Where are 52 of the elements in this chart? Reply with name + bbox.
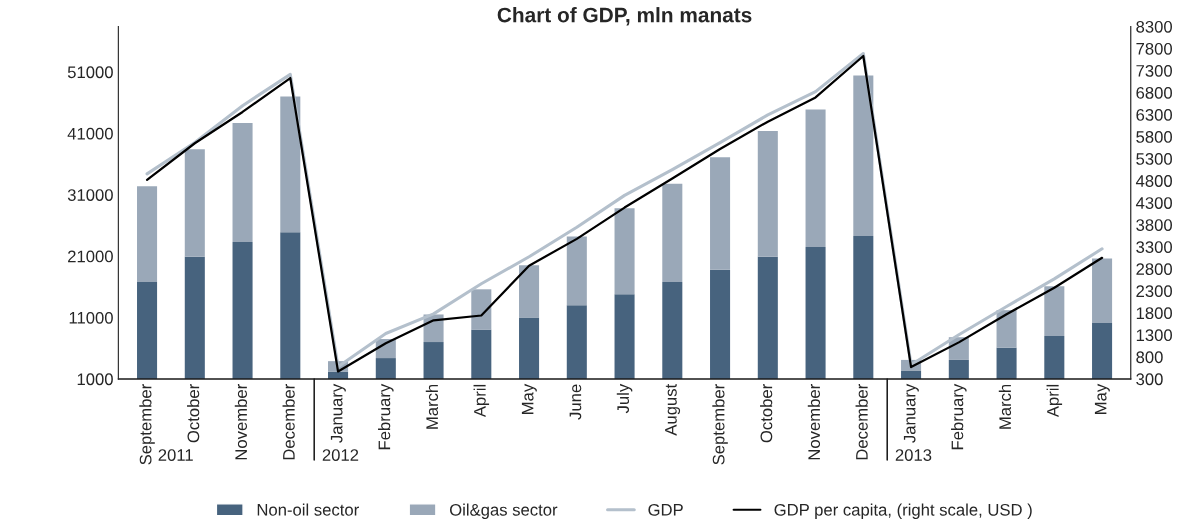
x-tick-label: January: [903, 383, 919, 443]
y-tick-label: 51000: [67, 66, 113, 79]
x-tick-label: November: [234, 384, 248, 460]
y2-tick-label: 5800: [1136, 131, 1173, 143]
y2-tick-label: 4300: [1135, 197, 1173, 209]
x-tick-label: May: [521, 383, 537, 414]
x-tick-label: November: [807, 384, 821, 460]
x-tick-label: February: [378, 383, 394, 450]
x-tick-label: June: [569, 384, 582, 420]
y2-tick-label: 6300: [1136, 109, 1173, 121]
text: 2012: [322, 449, 359, 461]
y-tick-label: 41000: [67, 127, 113, 140]
x-tick-label: May: [1094, 383, 1110, 414]
x-tick-label: April: [473, 384, 490, 418]
y2-tick-label: 800: [1136, 351, 1163, 364]
x-tick-label: March: [998, 384, 1012, 429]
text: 2011: [158, 449, 193, 461]
y-tick-label: 1000: [77, 373, 113, 386]
chart-title: Chart of GDP, mln manats: [497, 7, 752, 26]
legend-label: Non-oil sector: [257, 503, 359, 516]
y2-tick-label: 1800: [1136, 307, 1173, 320]
y2-tick-label: 5300: [1136, 153, 1173, 165]
x-tick-label: September: [139, 384, 155, 465]
legend-label: GDP: [648, 503, 683, 516]
y2-tick-label: 8300: [1136, 20, 1173, 33]
y2-tick-label: 6800: [1136, 86, 1173, 99]
y2-tick-label: 3300: [1136, 241, 1173, 253]
x-tick-label: October: [760, 384, 773, 443]
y-tick-label: 31000: [67, 189, 113, 201]
x-tick-label: August: [665, 383, 681, 436]
y-tick-label: 11000: [69, 311, 113, 324]
y2-tick-label: 3800: [1136, 219, 1173, 231]
x-tick-label: December: [282, 384, 295, 460]
x-tick-label: April: [1046, 384, 1063, 418]
y2-tick-label: 7800: [1136, 42, 1173, 55]
y-tick-label: 21000: [68, 250, 113, 263]
y2-tick-label: 7300: [1136, 64, 1173, 77]
x-tick-label: September: [712, 384, 728, 465]
y2-tick-label: 2800: [1136, 263, 1173, 276]
x-tick-label: February: [951, 383, 967, 450]
x-tick-label: October: [187, 384, 200, 443]
x-tick-label: July: [616, 383, 633, 414]
legend-label: GDP per capita, (right scale, USD ): [774, 503, 1032, 520]
legend-label: Oil&gas sector: [449, 503, 558, 520]
x-tick-label: December: [855, 384, 868, 460]
y2-tick-label: 1300: [1136, 329, 1173, 342]
text: 2013: [895, 449, 932, 461]
y2-tick-label: 4800: [1135, 175, 1173, 187]
x-tick-label: January: [330, 383, 346, 443]
y2-tick-label: 2300: [1136, 285, 1173, 298]
x-tick-label: March: [425, 384, 439, 429]
y2-tick-label: 300: [1136, 373, 1163, 386]
